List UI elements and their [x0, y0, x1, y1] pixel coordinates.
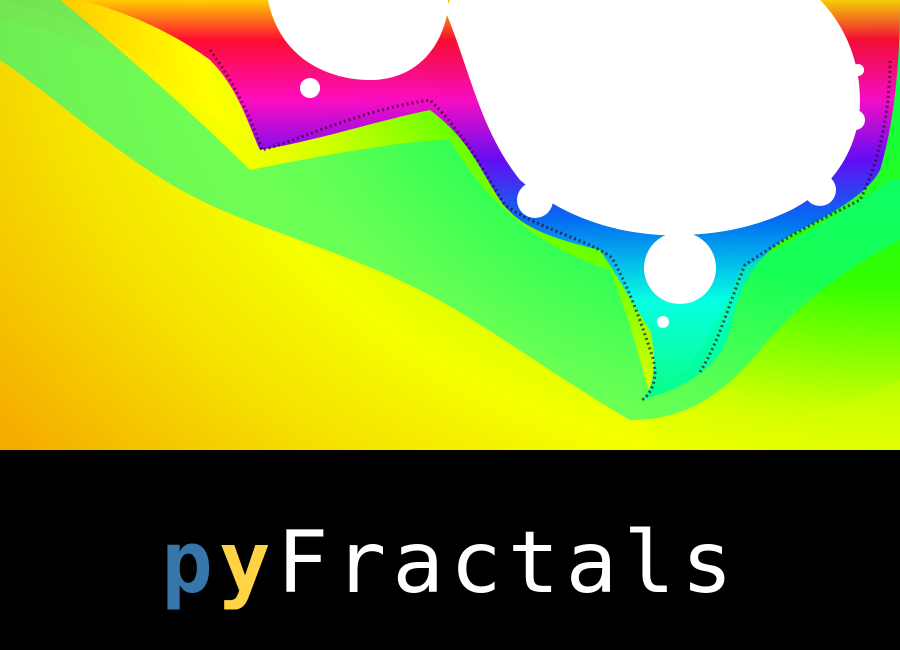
logo-band [0, 450, 900, 650]
fractal-image [0, 0, 900, 450]
logo-letter-y: y [218, 513, 277, 613]
logo-letter-p: p [161, 513, 219, 613]
pyfractals-logo: pyFractals [0, 513, 900, 613]
logo-word-fractals: Fractals [276, 513, 739, 613]
fractal-render [0, 0, 900, 450]
